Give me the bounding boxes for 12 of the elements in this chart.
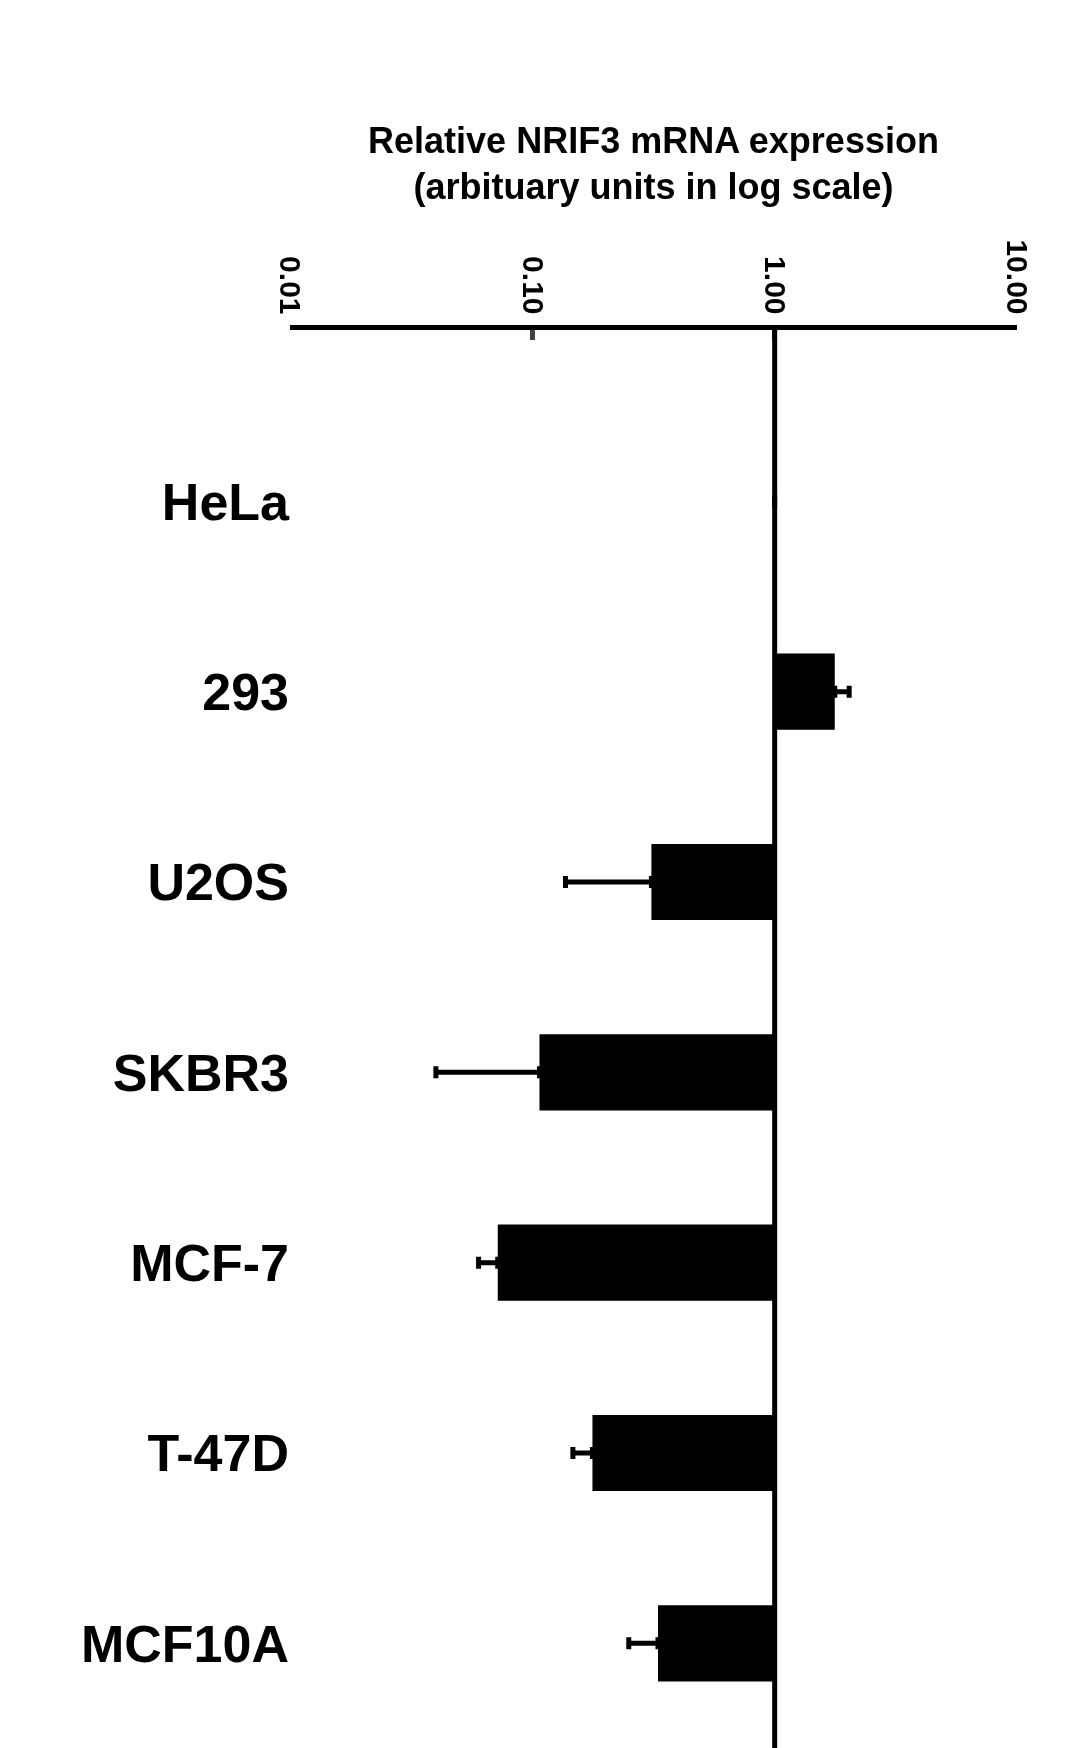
y-tick-label: MCF-7 — [130, 1233, 289, 1292]
x-tick-label: 0.10 — [516, 256, 550, 315]
y-tick-label: MCF10A — [80, 1614, 289, 1673]
y-tick-label: HeLa — [161, 472, 291, 531]
y-tick-label: SKBR3 — [112, 1043, 289, 1102]
x-tick-label: 10.00 — [1001, 239, 1035, 315]
x-tick-label: 1.00 — [758, 256, 792, 315]
y-tick-label: 293 — [202, 662, 289, 721]
y-tick-label: U2OS — [147, 853, 289, 912]
y-tick-label: T-47D — [147, 1424, 289, 1483]
x-axis-title: Relative NRIF3 mRNA expression (arbituary units in log scale) — [368, 119, 939, 208]
x-tick-label: 0.01 — [274, 256, 308, 315]
